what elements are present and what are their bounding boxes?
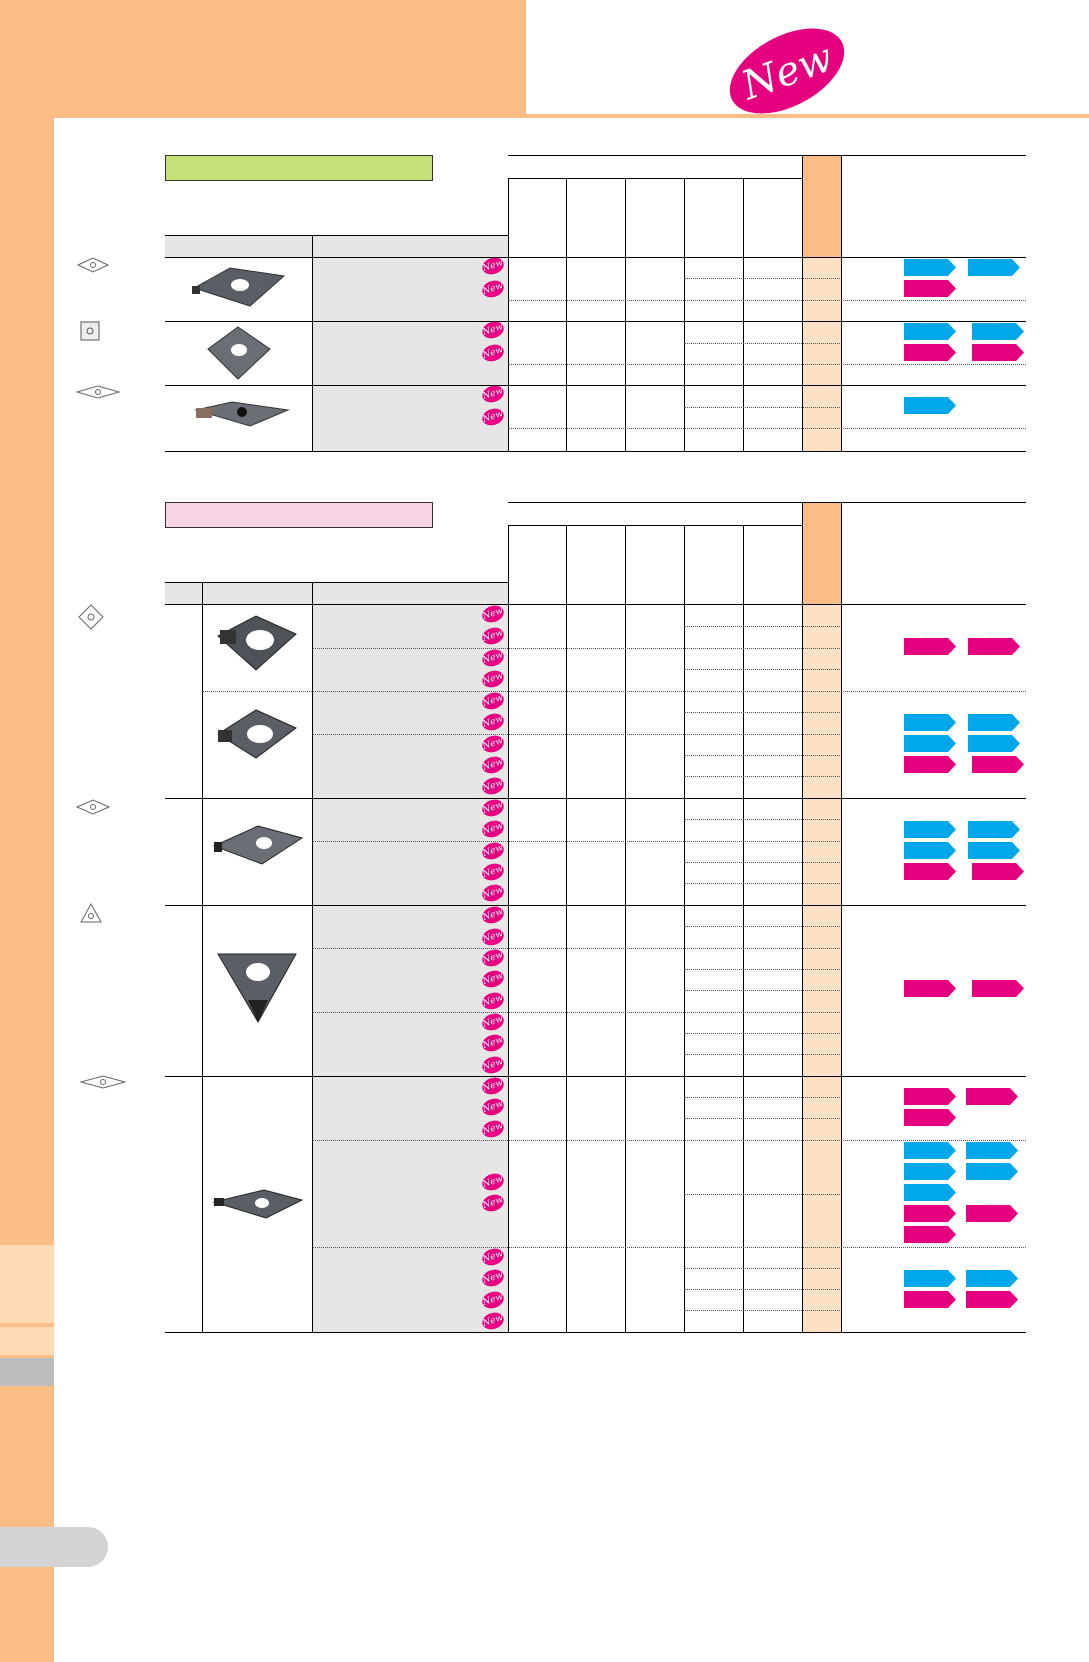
blue-tag-icon — [968, 821, 1020, 838]
pink-tag-icon — [904, 638, 956, 655]
pink-tag-icon — [904, 1088, 956, 1105]
blue-tag-icon — [904, 1184, 956, 1201]
pink-tag-icon — [966, 1291, 1018, 1308]
square-icon — [80, 321, 100, 341]
insert-image — [212, 1189, 304, 1219]
insert-image — [194, 401, 290, 427]
blue-tag-icon — [966, 1270, 1018, 1287]
insert-image — [217, 953, 297, 1024]
pink-tag-icon — [904, 863, 956, 880]
pink-tag-icon — [972, 980, 1024, 997]
side-tab-gray — [0, 1358, 54, 1386]
new-logo: New — [718, 25, 856, 117]
pink-tag-icon — [972, 863, 1024, 880]
blue-tag-icon — [904, 821, 956, 838]
pink-tag-icon — [904, 344, 956, 361]
section2-col-header — [165, 582, 508, 605]
diamond-80-icon — [78, 604, 104, 630]
blue-tag-icon — [968, 735, 1020, 752]
blue-tag-icon — [968, 714, 1020, 731]
left-side-band — [0, 0, 54, 1662]
pink-tag-icon — [904, 1109, 956, 1126]
section2-title-bar — [165, 502, 433, 528]
blue-tag-icon — [904, 323, 956, 340]
pink-tag-icon — [904, 980, 956, 997]
blue-tag-icon — [904, 397, 956, 414]
blue-tag-icon — [904, 1163, 956, 1180]
pink-tag-icon — [966, 1088, 1018, 1105]
pink-tag-icon — [904, 280, 956, 297]
pink-tag-icon — [904, 756, 956, 773]
blue-tag-icon — [904, 1142, 956, 1159]
blue-tag-icon — [968, 842, 1020, 859]
diamond-35-icon — [76, 385, 120, 399]
insert-image — [217, 615, 297, 671]
pink-tag-icon — [904, 1205, 956, 1222]
insert-image — [207, 326, 271, 380]
blue-tag-icon — [904, 259, 956, 276]
section2-body — [165, 604, 1026, 1333]
pink-tag-icon — [972, 344, 1024, 361]
blue-tag-icon — [966, 1163, 1018, 1180]
header-rule — [526, 114, 1089, 118]
insert-image — [217, 709, 297, 759]
section1-col-header — [165, 235, 508, 258]
blue-tag-icon — [904, 842, 956, 859]
page-number-tab — [0, 1527, 108, 1567]
pink-tag-icon — [968, 638, 1020, 655]
diamond-55-icon — [76, 799, 110, 815]
section1-title-bar — [165, 155, 433, 181]
side-tab-upper — [0, 1245, 54, 1323]
diamond-80-icon — [76, 257, 110, 273]
insert-image — [192, 267, 286, 307]
blue-tag-icon — [968, 259, 1020, 276]
pink-tag-icon — [966, 1205, 1018, 1222]
blue-tag-icon — [972, 323, 1024, 340]
section1-grade-header — [508, 155, 1026, 258]
blue-tag-icon — [904, 735, 956, 752]
diamond-35-icon — [80, 1075, 126, 1089]
side-tab-middle — [0, 1327, 54, 1355]
pink-tag-icon — [904, 1226, 956, 1243]
section2-grade-header — [508, 502, 1026, 605]
blue-tag-icon — [904, 1270, 956, 1287]
blue-tag-icon — [904, 714, 956, 731]
blue-tag-icon — [966, 1142, 1018, 1159]
section1-body — [165, 257, 1026, 452]
header-band — [0, 0, 526, 118]
triangle-icon — [80, 903, 102, 923]
pink-tag-icon — [904, 1291, 956, 1308]
insert-image — [212, 825, 304, 865]
pink-tag-icon — [972, 756, 1024, 773]
